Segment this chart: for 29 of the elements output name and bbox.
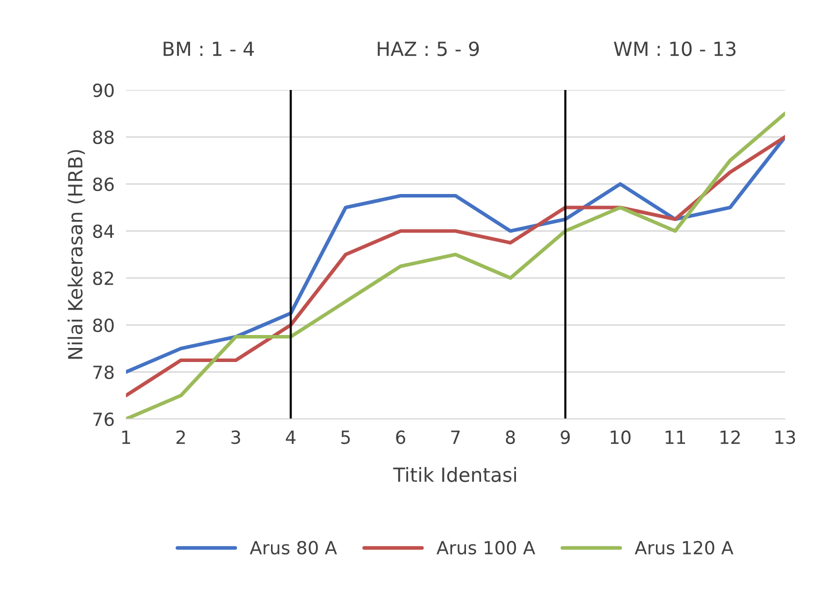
text: BM : 1 - 4 — [164, 42, 254, 56]
x-tick-label: 11 — [666, 430, 685, 444]
x-tick-label: 2 — [176, 430, 185, 444]
y-tick-label: 86 — [93, 177, 114, 192]
y-tick-label: 88 — [93, 130, 114, 144]
x-tick-label: 13 — [775, 430, 796, 444]
x-tick-label: 7 — [451, 430, 460, 444]
y-axis-title: Nilai Kekerasan (HRB) — [68, 150, 85, 359]
x-tick-label: 10 — [610, 430, 631, 444]
legend-label: Arus 100 A — [436, 540, 536, 555]
x-tick-label: 3 — [231, 430, 240, 444]
y-tick-label: 76 — [93, 412, 114, 426]
x-tick-label: 5 — [341, 430, 350, 444]
y-tick-label: 82 — [93, 271, 114, 286]
legend-label: Arus 80 A — [250, 540, 337, 555]
y-tick-label: 78 — [93, 365, 114, 380]
x-axis-title: Titik Identasi — [393, 467, 516, 482]
x-tick-label: 6 — [396, 430, 406, 444]
text: WM : 10 - 13 — [614, 41, 736, 56]
y-tick-label: 90 — [93, 83, 114, 98]
y-tick-label: 84 — [93, 224, 114, 238]
y-tick-label: 80 — [93, 318, 114, 332]
text: HAZ : 5 - 9 — [378, 41, 479, 56]
x-tick-label: 12 — [720, 430, 740, 444]
legend-label: Arus 120 A — [634, 540, 734, 555]
x-tick-label: 8 — [506, 430, 515, 444]
x-tick-label: 4 — [286, 430, 296, 444]
x-tick-label: 9 — [560, 430, 570, 444]
x-tick-label: 1 — [122, 430, 130, 444]
